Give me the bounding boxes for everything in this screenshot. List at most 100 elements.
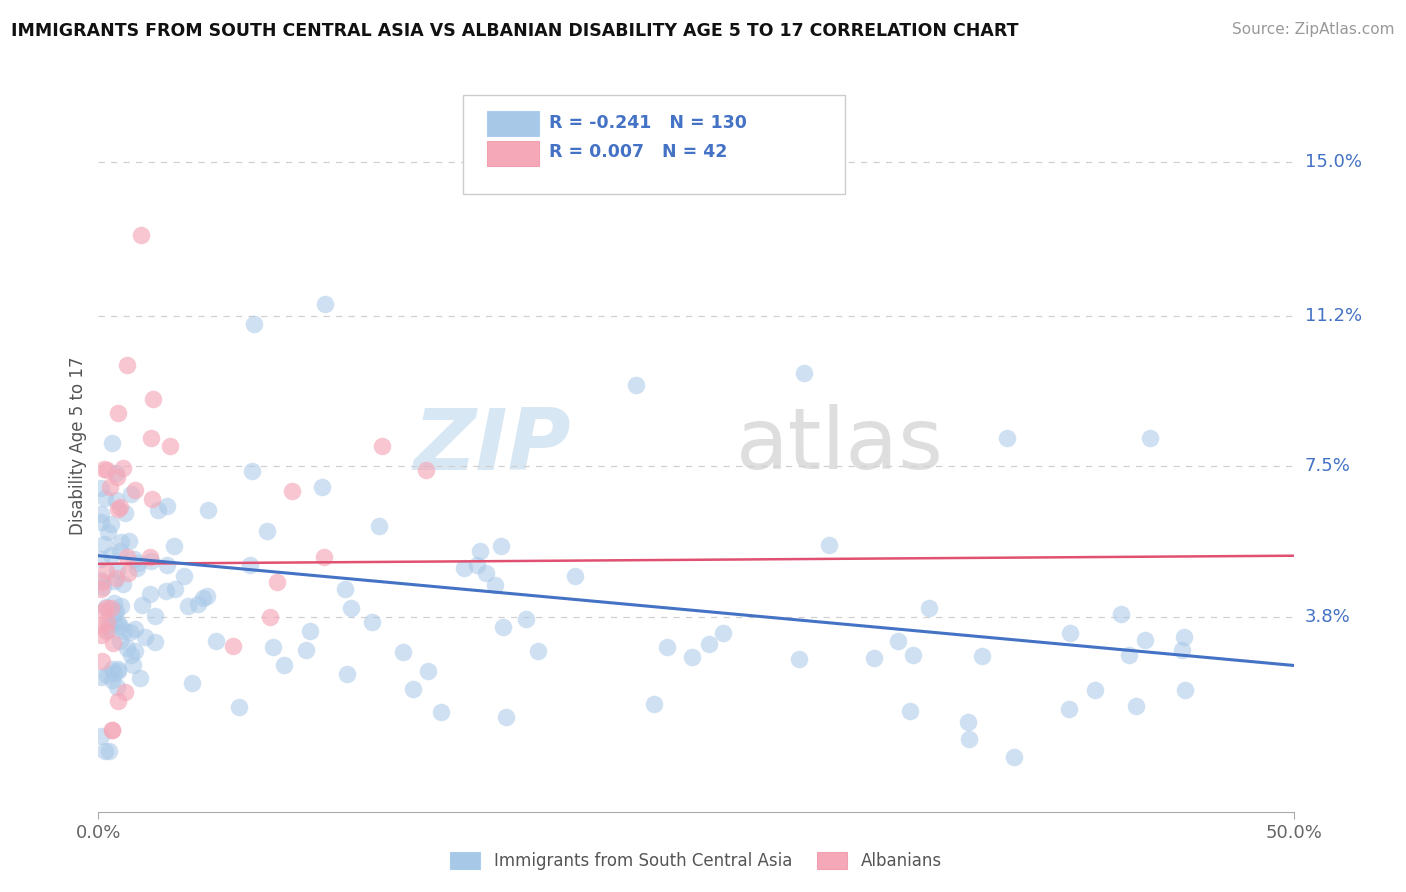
Point (131, 227, 153, 242)
Point (143, 609, 166, 624)
Point (1139, 431, 1161, 445)
Point (392, 645, 415, 659)
Point (266, 575, 288, 590)
Point (139, 587, 162, 601)
Point (107, 694, 129, 708)
Point (107, 407, 129, 421)
Point (484, 578, 506, 592)
Point (90, 670, 112, 684)
Point (146, 503, 169, 517)
Point (197, 589, 219, 603)
Point (103, 596, 125, 610)
Point (368, 519, 391, 533)
Text: atlas: atlas (735, 404, 943, 488)
Point (415, 463, 437, 477)
Point (104, 466, 127, 480)
Point (139, 549, 162, 564)
Point (887, 633, 910, 648)
Point (91, 580, 114, 594)
Point (90, 618, 112, 632)
Point (96, 564, 118, 578)
Point (197, 502, 219, 516)
Point (145, 635, 167, 649)
Point (489, 539, 512, 553)
Point (817, 538, 839, 552)
Point (956, 714, 979, 729)
Text: 15.0%: 15.0% (1305, 153, 1361, 170)
Point (957, 732, 980, 747)
Text: ZIP: ZIP (413, 404, 571, 488)
Point (564, 568, 586, 582)
Point (243, 317, 266, 331)
Point (103, 574, 125, 589)
Point (103, 615, 125, 629)
Point (156, 558, 179, 573)
Point (1173, 630, 1195, 644)
Point (127, 561, 149, 575)
Point (114, 506, 136, 520)
Point (90, 551, 112, 566)
Point (107, 662, 129, 676)
Point (108, 618, 131, 632)
Point (115, 550, 138, 565)
Point (96, 615, 118, 630)
Point (108, 544, 131, 558)
Point (94, 491, 117, 505)
Point (655, 640, 678, 655)
Point (240, 464, 263, 478)
Point (335, 582, 357, 596)
Point (361, 615, 384, 630)
Point (995, 431, 1018, 445)
Point (626, 378, 648, 392)
Point (90, 654, 112, 668)
Point (526, 644, 548, 658)
Legend: Immigrants from South Central Asia, Albanians: Immigrants from South Central Asia, Alba… (444, 845, 948, 877)
Point (122, 552, 145, 566)
Point (124, 643, 146, 657)
Point (162, 539, 184, 553)
Point (108, 633, 131, 648)
Point (107, 616, 129, 631)
Point (239, 558, 262, 572)
Point (1059, 626, 1081, 640)
Point (259, 610, 281, 624)
Point (104, 572, 127, 586)
Point (90, 515, 112, 529)
Point (120, 648, 142, 663)
Point (114, 684, 136, 698)
Text: 3.8%: 3.8% (1305, 607, 1350, 625)
Y-axis label: Disability Age 5 to 17: Disability Age 5 to 17 (69, 357, 87, 535)
Point (117, 640, 139, 655)
Point (298, 624, 321, 638)
Text: IMMIGRANTS FROM SOUTH CENTRAL ASIA VS ALBANIAN DISABILITY AGE 5 TO 17 CORRELATIO: IMMIGRANTS FROM SOUTH CENTRAL ASIA VS AL… (11, 22, 1019, 40)
Point (141, 492, 163, 507)
Point (1135, 633, 1157, 648)
Point (93, 604, 115, 618)
Point (100, 600, 122, 615)
Point (1109, 607, 1132, 621)
Point (492, 620, 515, 634)
Point (108, 500, 131, 515)
Point (129, 672, 152, 686)
Point (495, 710, 517, 724)
Point (1084, 682, 1107, 697)
Point (228, 700, 250, 714)
Point (898, 704, 921, 718)
Point (94, 601, 117, 615)
Point (371, 439, 394, 453)
Point (117, 566, 139, 580)
Point (105, 470, 128, 484)
Point (101, 723, 124, 738)
Point (124, 483, 146, 498)
Point (94, 600, 117, 615)
Point (281, 484, 304, 499)
Point (315, 297, 337, 311)
Point (340, 600, 363, 615)
Point (453, 561, 475, 575)
Point (90, 582, 112, 596)
Point (90, 729, 112, 743)
Point (262, 640, 284, 655)
Point (336, 667, 359, 681)
Point (96, 624, 118, 638)
Point (793, 366, 815, 380)
